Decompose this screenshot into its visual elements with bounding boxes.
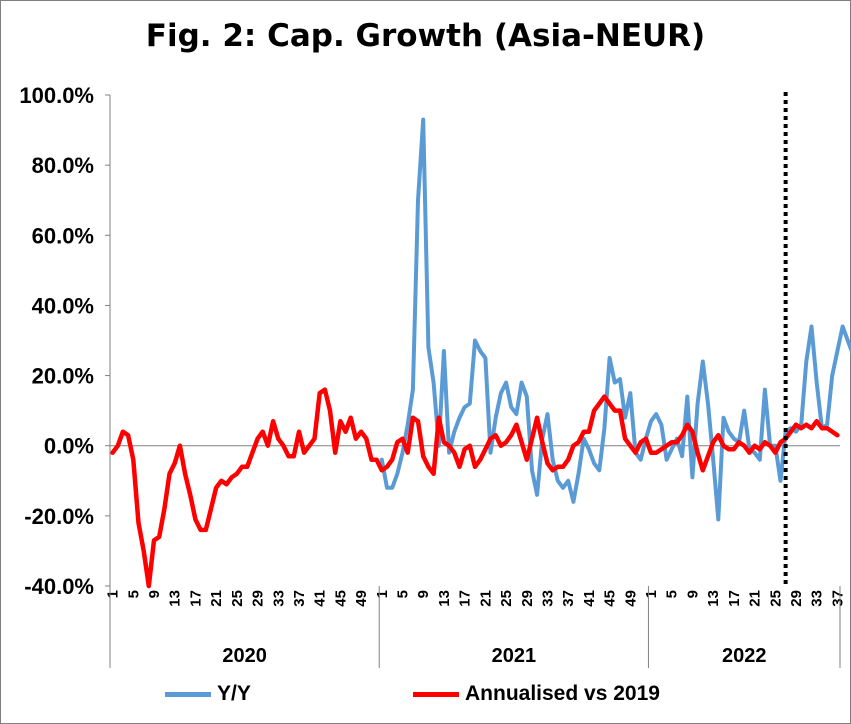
legend-item-yy: Y/Y xyxy=(165,682,251,706)
x-tick-label: 5 xyxy=(395,590,412,598)
x-tick-label: 25 xyxy=(767,590,784,607)
year-label: 2021 xyxy=(492,645,537,667)
x-tick-label: 17 xyxy=(457,590,474,607)
legend-item-annualised: Annualised vs 2019 xyxy=(413,682,660,706)
y-tick-label: 60.0% xyxy=(32,223,94,248)
x-tick-label: 5 xyxy=(125,590,142,598)
x-tick-label: 9 xyxy=(415,590,432,598)
x-axis-tick-labels: 1 5 9 13 17 21 25 29 33 37 41 45 49 1 5 9 13 17 21 25 29 33 37… xyxy=(105,590,847,607)
x-tick-label: 45 xyxy=(332,590,349,607)
x-tick-label: 37 xyxy=(829,590,846,607)
series-line-1 xyxy=(110,387,840,589)
chart-title: Fig. 2: Cap. Growth (Asia-NEUR) xyxy=(145,18,706,54)
x-tick-label: 1 xyxy=(374,590,391,598)
x-tick-label: 17 xyxy=(187,590,204,607)
y-tick-label: -20.0% xyxy=(24,504,94,529)
x-tick-label: 41 xyxy=(581,590,598,607)
x-tick-label: 9 xyxy=(684,590,701,598)
x-tick-label: 49 xyxy=(622,590,639,607)
axes xyxy=(105,94,840,587)
series-line-0 xyxy=(379,117,851,522)
x-tick-label: 41 xyxy=(312,590,329,607)
legend: Y/Y Annualised vs 2019 xyxy=(0,678,851,714)
x-tick-label: 17 xyxy=(726,590,743,607)
legend-swatch-yy xyxy=(165,691,211,697)
series-layer xyxy=(110,92,851,589)
legend-label-yy: Y/Y xyxy=(217,682,251,705)
x-tick-label: 1 xyxy=(105,590,122,598)
year-label: 2020 xyxy=(222,645,267,667)
y-tick-label: 80.0% xyxy=(32,153,94,178)
x-tick-label: 33 xyxy=(270,590,287,607)
legend-swatch-annualised xyxy=(413,691,459,697)
year-label: 2022 xyxy=(722,645,767,667)
x-tick-label: 1 xyxy=(643,590,660,598)
x-tick-label: 21 xyxy=(747,590,764,607)
y-tick-label: 0.0% xyxy=(44,434,94,459)
y-tick-label: -40.0% xyxy=(24,574,94,599)
x-tick-label: 21 xyxy=(477,590,494,607)
legend-label-annualised: Annualised vs 2019 xyxy=(465,682,660,705)
x-tick-label: 9 xyxy=(146,590,163,598)
x-tick-label: 37 xyxy=(291,590,308,607)
x-tick-label: 37 xyxy=(560,590,577,607)
x-tick-label: 33 xyxy=(809,590,826,607)
x-tick-label: 29 xyxy=(250,590,267,607)
x-tick-label: 49 xyxy=(353,590,370,607)
x-tick-label: 25 xyxy=(229,590,246,607)
x-tick-label: 29 xyxy=(788,590,805,607)
y-tick-label: 20.0% xyxy=(32,364,94,389)
x-tick-label: 45 xyxy=(602,590,619,607)
x-tick-label: 13 xyxy=(436,590,453,607)
x-tick-label: 21 xyxy=(208,590,225,607)
x-tick-label: 13 xyxy=(705,590,722,607)
year-labels: 2020 2021 2022 xyxy=(109,586,841,668)
y-tick-label: 40.0% xyxy=(32,293,94,318)
y-tick-label: 100.0% xyxy=(19,83,94,108)
x-tick-label: 5 xyxy=(664,590,681,598)
x-tick-label: 33 xyxy=(539,590,556,607)
x-tick-label: 13 xyxy=(167,590,184,607)
x-tick-label: 25 xyxy=(498,590,515,607)
x-tick-label: 29 xyxy=(519,590,536,607)
y-axis-tick-labels: 100.0% 80.0% 60.0% 40.0% 20.0% 0.0% -20.0% -40.… xyxy=(19,83,94,599)
